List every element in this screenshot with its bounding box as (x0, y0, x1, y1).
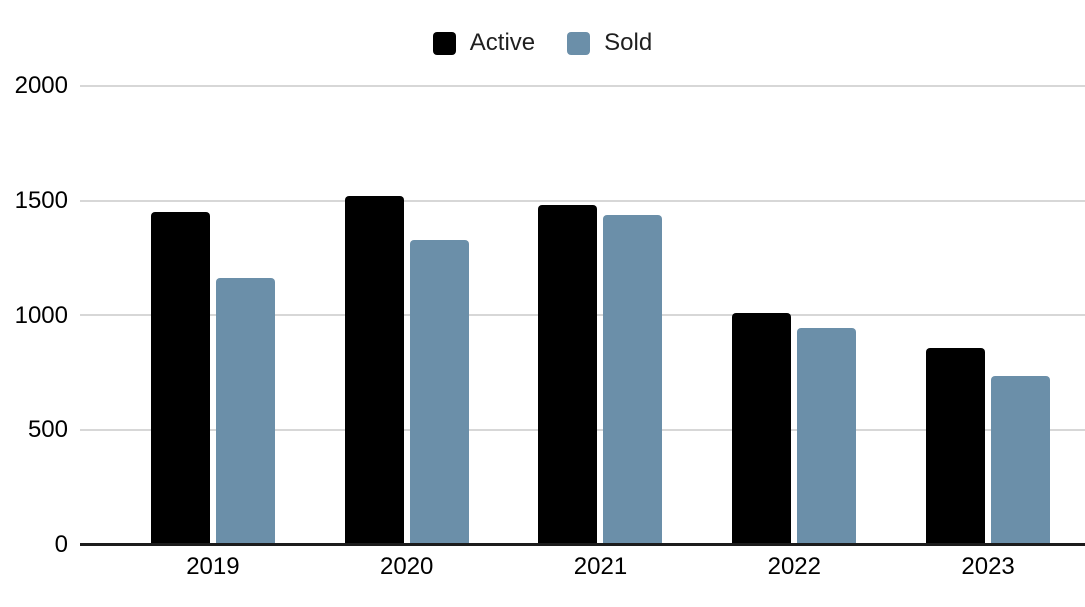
x-axis-label-2023: 2023 (961, 553, 1015, 580)
bar-sold-2022 (797, 328, 857, 545)
chart-legend: Active Sold (0, 28, 1085, 58)
y-axis-label-2000: 2000 (14, 72, 68, 99)
bars-container (116, 86, 1085, 545)
x-axis-line (80, 543, 1085, 546)
x-axis-label-2022: 2022 (767, 553, 821, 580)
y-axis-label-0: 0 (54, 531, 68, 558)
x-axis-label-2020: 2020 (380, 553, 434, 580)
y-axis-label-500: 500 (27, 416, 68, 444)
bar-active-2022 (732, 313, 792, 545)
bar-group-2021 (504, 86, 698, 545)
y-axis-label-1000: 1000 (14, 301, 68, 329)
bar-sold-2019 (215, 277, 275, 545)
plot-area (80, 85, 1085, 546)
x-axis-labels: 2019 2020 2021 2022 2023 (116, 553, 1085, 583)
gridline-1500 (80, 200, 1085, 202)
bar-sold-2020 (409, 239, 469, 545)
y-axis-label-1500: 1500 (14, 186, 68, 214)
bar-sold-2023 (991, 376, 1051, 545)
bar-group-2020 (310, 86, 504, 545)
bar-group-2019 (116, 86, 310, 545)
legend-item-sold: Sold (567, 28, 652, 58)
gridline-2000 (80, 85, 1085, 87)
legend-label-sold: Sold (604, 29, 653, 56)
legend-label-active: Active (469, 29, 536, 56)
x-axis-label-2021: 2021 (573, 553, 628, 580)
bar-sold-2021 (603, 214, 663, 545)
bar-active-2019 (150, 212, 210, 545)
bar-group-2023 (891, 86, 1085, 545)
bar-active-2020 (344, 196, 404, 545)
bar-active-2021 (538, 205, 598, 545)
bar-group-2022 (697, 86, 891, 545)
x-axis-label-2019: 2019 (186, 553, 240, 580)
y-axis-labels: 0 500 1000 1500 2000 (0, 72, 68, 558)
legend-swatch-active (432, 31, 456, 55)
legend-item-active: Active (432, 28, 536, 58)
bar-active-2023 (926, 347, 986, 545)
legend-swatch-sold (567, 31, 591, 55)
